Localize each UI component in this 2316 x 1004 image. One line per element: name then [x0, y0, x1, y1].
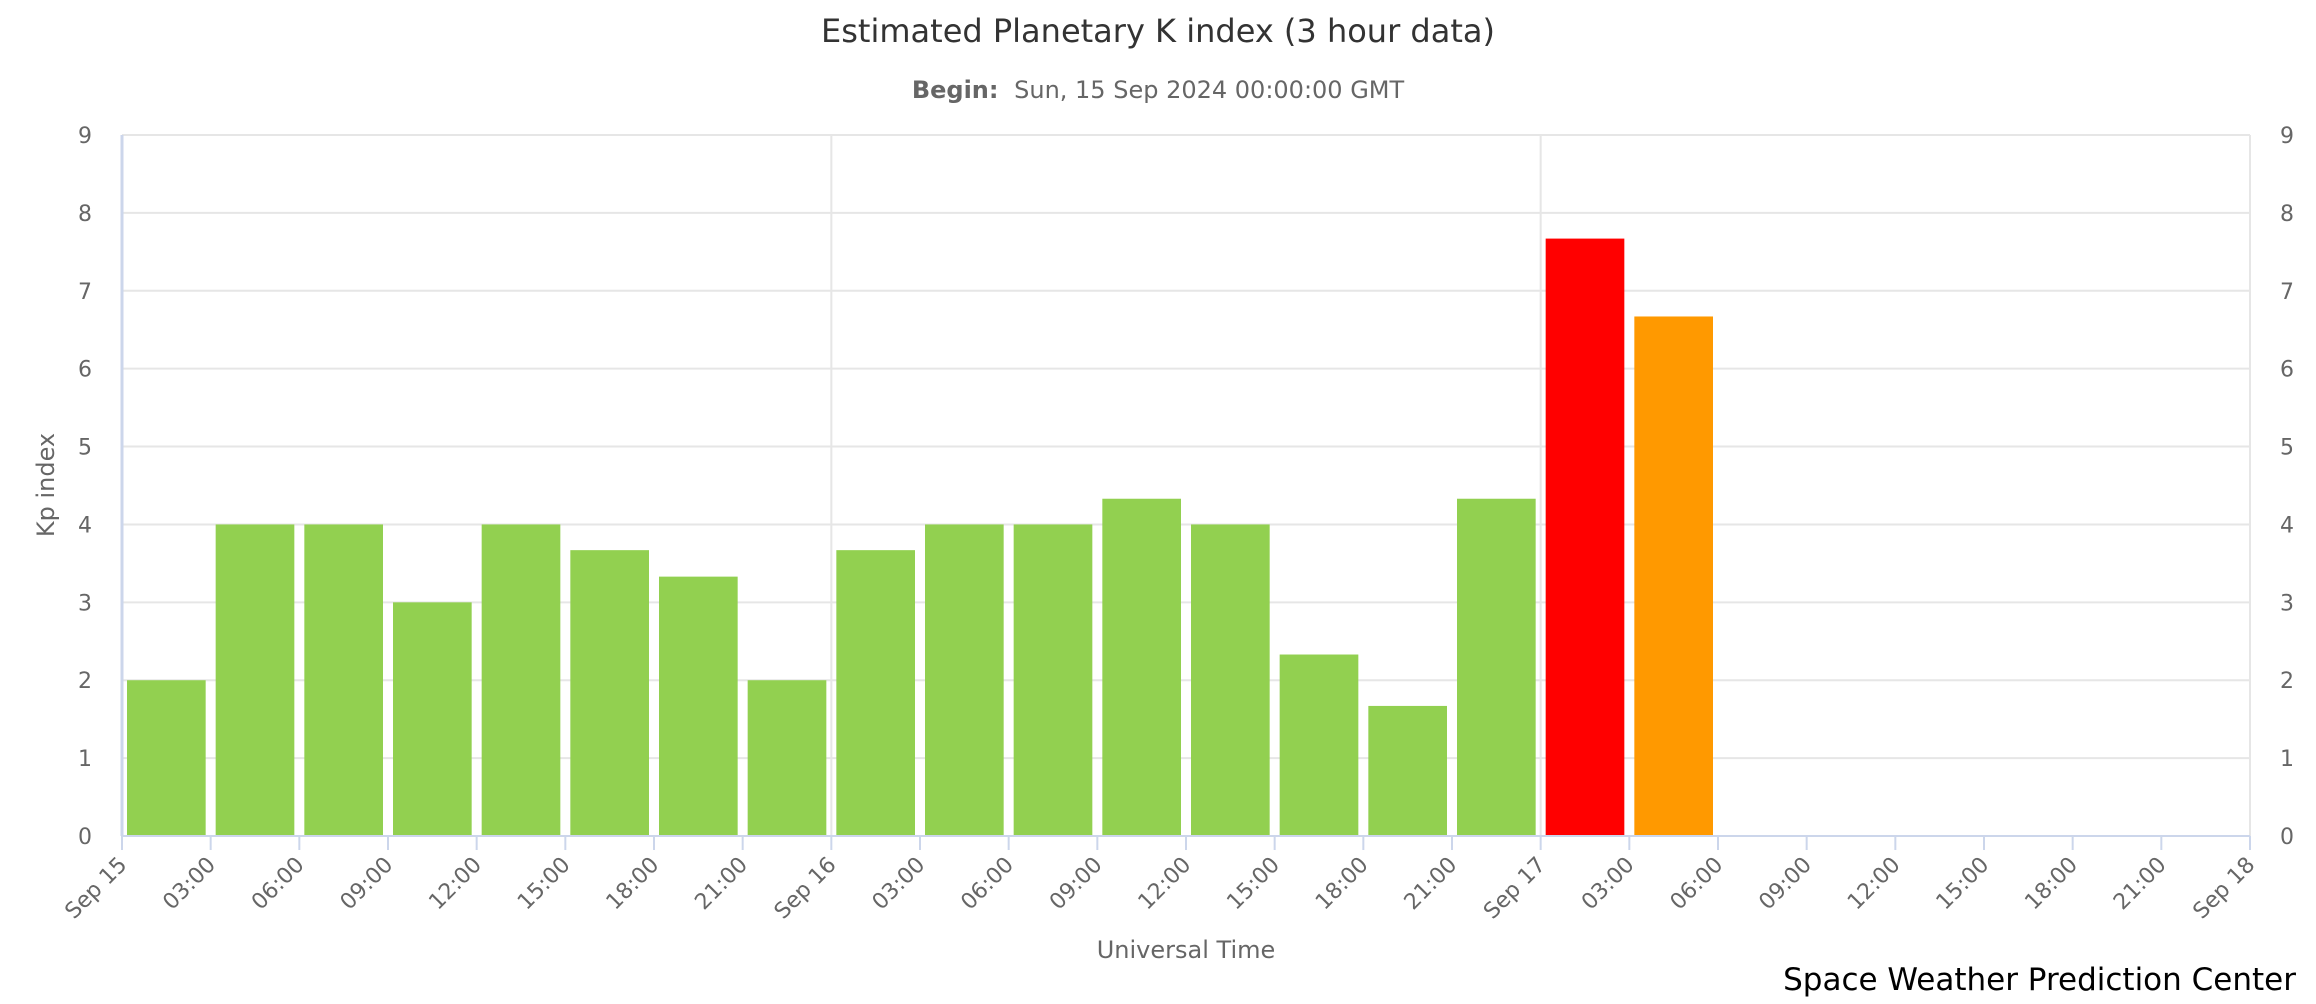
y-tick-label-right: 5: [2280, 436, 2294, 461]
y-tick-label-left: 2: [78, 669, 92, 694]
kp-bar: [215, 524, 295, 836]
y-tick-label-left: 4: [78, 513, 92, 538]
kp-bar: [481, 524, 561, 836]
kp-bar: [1013, 524, 1093, 836]
x-tick-label: 18:00: [1311, 853, 1374, 916]
y-tick-label-left: 6: [78, 358, 92, 383]
x-tick-label: 18:00: [602, 853, 665, 916]
x-tick-label: 03:00: [1577, 853, 1640, 916]
kp-bar: [1368, 705, 1447, 836]
y-tick-label-right: 4: [2280, 513, 2294, 538]
y-tick-label-left: 1: [78, 747, 92, 772]
x-tick-label: Sep 15: [61, 853, 133, 925]
kp-bar: [836, 550, 915, 836]
x-tick-label: Sep 18: [2189, 853, 2261, 925]
kp-bar: [747, 680, 827, 836]
x-tick-label: 09:00: [336, 853, 399, 916]
y-tick-label-left: 8: [78, 202, 92, 227]
x-tick-label: 15:00: [1222, 853, 1285, 916]
y-tick-label-left: 0: [78, 825, 92, 850]
x-tick-label: Sep 17: [1479, 853, 1551, 925]
x-tick-label: 09:00: [1754, 853, 1817, 916]
x-tick-label: 18:00: [2020, 853, 2083, 916]
y-tick-label-right: 9: [2280, 124, 2294, 149]
kp-bar: [570, 550, 649, 836]
x-tick-label: 15:00: [1932, 853, 1995, 916]
x-tick-label: 06:00: [247, 853, 310, 916]
kp-bar: [925, 524, 1004, 836]
credits: Space Weather Prediction Center: [1783, 962, 2296, 998]
kp-bar: [1634, 316, 1713, 837]
bars-layer: [127, 238, 1713, 837]
subtitle-label: Begin:: [912, 76, 999, 104]
kp-bar: [1191, 524, 1270, 836]
x-tick-label: 21:00: [1400, 853, 1463, 916]
y-axis-title: Kp index: [32, 433, 60, 537]
kp-bar: [659, 576, 738, 836]
x-tick-label: 15:00: [513, 853, 576, 916]
x-tick-label: 12:00: [1134, 853, 1197, 916]
x-tick-label: 03:00: [158, 853, 221, 916]
y-tick-label-right: 0: [2280, 825, 2294, 850]
chart-subtitle: Begin: Sun, 15 Sep 2024 00:00:00 GMT: [912, 76, 1405, 104]
x-tick-label: 12:00: [1843, 853, 1906, 916]
kp-bar: [1102, 498, 1181, 836]
y-tick-label-left: 9: [78, 124, 92, 149]
y-tick-label-left: 3: [78, 591, 92, 616]
y-tick-label-right: 7: [2280, 280, 2294, 305]
y-tick-label-left: 7: [78, 280, 92, 305]
y-tick-label-right: 1: [2280, 747, 2294, 772]
kp-bar: [127, 680, 206, 836]
kp-bar: [393, 602, 472, 836]
x-tick-label: Sep 16: [770, 853, 842, 925]
kp-bar: [1279, 654, 1359, 836]
subtitle-value: Sun, 15 Sep 2024 00:00:00 GMT: [1014, 76, 1404, 104]
y-tick-label-right: 2: [2280, 669, 2294, 694]
kp-bar: [304, 524, 383, 836]
y-tick-label-right: 6: [2280, 358, 2294, 383]
x-tick-label: 12:00: [424, 853, 487, 916]
x-axis-title: Universal Time: [1097, 936, 1276, 964]
kp-bar: [1457, 498, 1536, 836]
y-tick-label-left: 5: [78, 436, 92, 461]
x-tick-label: 09:00: [1045, 853, 1108, 916]
y-tick-label-right: 8: [2280, 202, 2294, 227]
chart-title: Estimated Planetary K index (3 hour data…: [821, 12, 1495, 50]
x-tick-label: 06:00: [1666, 853, 1729, 916]
grid-layer: [122, 134, 2251, 836]
x-tick-label: 21:00: [2109, 853, 2172, 916]
x-tick-label: 21:00: [690, 853, 753, 916]
x-tick-label: 03:00: [868, 853, 931, 916]
x-tick-label: 06:00: [956, 853, 1019, 916]
y-tick-label-right: 3: [2280, 591, 2294, 616]
kp-bar: [1545, 238, 1625, 836]
